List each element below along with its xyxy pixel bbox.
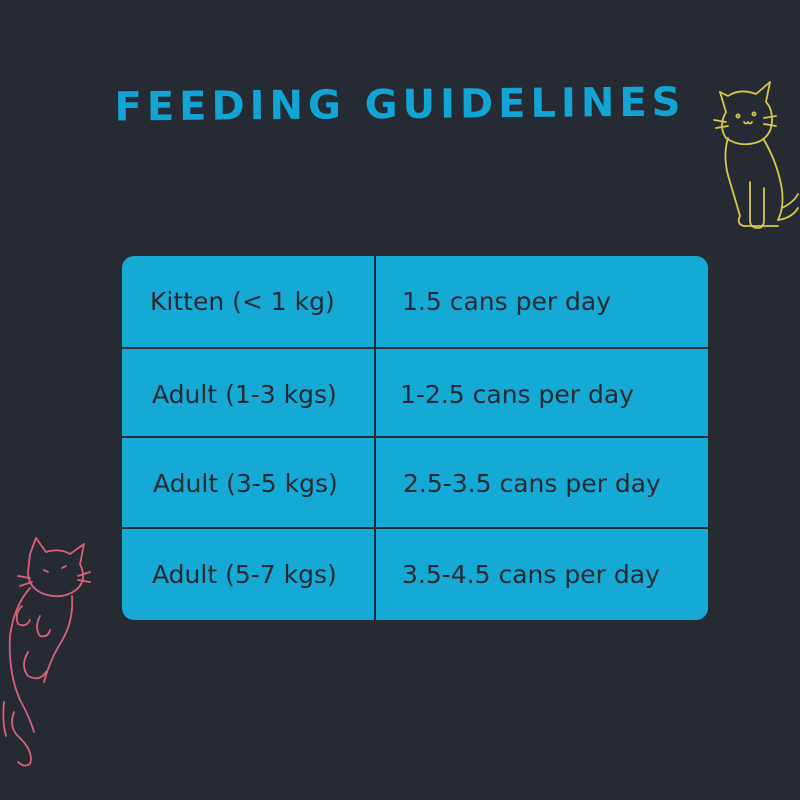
lying-cat-doodle-icon [2, 537, 91, 767]
weight-cell: Adult (5-7 kgs) [152, 560, 337, 589]
weight-cell: Adult (1-3 kgs) [152, 380, 337, 409]
amount-cell: 1.5 cans per day [402, 287, 612, 316]
weight-cell: Kitten (< 1 kg) [150, 287, 335, 316]
row-divider [122, 436, 708, 438]
sitting-cat-doodle-icon [713, 81, 799, 229]
feeding-table: Kitten (< 1 kg) 1.5 cans per day Adult (… [122, 256, 708, 620]
row-divider [122, 347, 708, 349]
amount-cell: 3.5-4.5 cans per day [402, 560, 660, 589]
row-divider [122, 527, 708, 529]
column-divider [374, 256, 376, 620]
page-title: FEEDING GUIDELINES [114, 79, 686, 131]
table-row: Kitten (< 1 kg) 1.5 cans per day [122, 256, 708, 347]
table-row: Adult (1-3 kgs) 1-2.5 cans per day [122, 349, 708, 440]
amount-cell: 2.5-3.5 cans per day [403, 469, 661, 498]
amount-cell: 1-2.5 cans per day [400, 380, 634, 409]
table-row: Adult (5-7 kgs) 3.5-4.5 cans per day [122, 529, 708, 620]
table-row: Adult (3-5 kgs) 2.5-3.5 cans per day [122, 438, 708, 529]
weight-cell: Adult (3-5 kgs) [153, 469, 338, 498]
